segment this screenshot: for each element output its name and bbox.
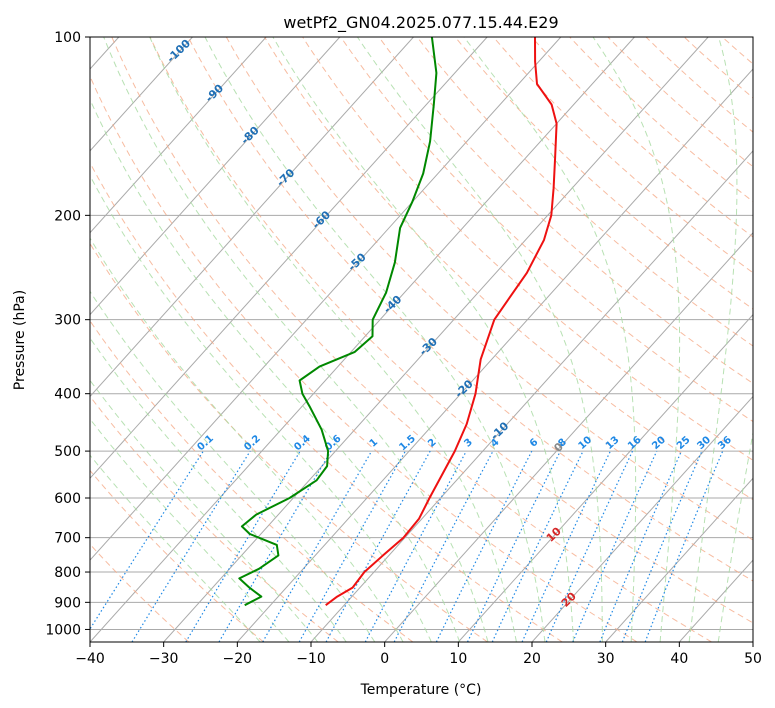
- x-tick-label: 10: [449, 651, 467, 667]
- y-tick-label: 500: [54, 444, 81, 460]
- dry-adiabat-line: [378, 37, 753, 384]
- moist-adiabat-line: [688, 37, 738, 642]
- mixing-ratio-line: [621, 450, 703, 642]
- chart-title: wetPf2_GN04.2025.077.15.44.E29: [283, 13, 558, 33]
- x-axis-label: Temperature (°C): [360, 682, 482, 698]
- moist-adiabat-line: [272, 37, 575, 642]
- y-axis-ticks: 1000 900 800 700 600 500 400 300 200 100: [45, 30, 90, 638]
- moist-adiabat-line: [90, 337, 347, 642]
- mixing-ratio-line: [435, 450, 533, 642]
- dry-adiabat-line: [90, 75, 638, 642]
- dry-adiabat-line: [225, 37, 753, 541]
- x-tick-label: 40: [670, 651, 688, 667]
- x-tick-label: −20: [223, 651, 253, 667]
- isotherm-line: [90, 37, 193, 152]
- background-lines: [90, 37, 753, 642]
- dry-adiabat-line: [607, 37, 753, 168]
- isotherm-line: [163, 37, 709, 642]
- y-tick-label: 100: [54, 30, 81, 46]
- y-tick-label: 300: [54, 313, 81, 329]
- x-tick-label: 20: [523, 651, 541, 667]
- isotherm-line: [605, 477, 753, 642]
- x-axis-ticks: −40 −30 −20 −10 0 10 20 30 40 50: [75, 642, 762, 667]
- y-tick-label: 700: [54, 531, 81, 547]
- moist-adiabat-line: [463, 37, 637, 642]
- moist-adiabat-line: [592, 37, 681, 642]
- isotherm-line: [90, 37, 488, 480]
- isotherm-line: [310, 150, 753, 642]
- y-axis-label: Pressure (hPa): [12, 290, 28, 390]
- dry-adiabat-line: [149, 37, 753, 624]
- moist-adiabat-line: [90, 98, 461, 642]
- y-tick-label: 400: [54, 387, 81, 403]
- x-tick-label: 30: [597, 651, 615, 667]
- mixing-ratio-line: [572, 450, 658, 642]
- isotherm-line: [90, 37, 267, 234]
- moist-adiabat-line: [103, 37, 489, 642]
- x-tick-label: 0: [380, 651, 389, 667]
- y-tick-label: 600: [54, 491, 81, 507]
- mixing-ratio-line: [298, 450, 406, 642]
- moist-adiabat-line: [717, 430, 753, 642]
- dry-adiabat-line: [264, 37, 753, 501]
- dry-adiabat-line: [454, 37, 753, 310]
- profile-lines: [238, 37, 558, 607]
- isotherm-line: [384, 231, 753, 642]
- isotherm-line: [236, 68, 753, 642]
- dry-adiabat-line: [90, 242, 488, 642]
- mixing-ratio-line: [90, 450, 204, 631]
- dry-adiabat-line: [90, 320, 414, 642]
- isotherm-line: [531, 395, 753, 642]
- mixing-ratio-line: [325, 450, 431, 642]
- plot-frame: [89, 36, 754, 643]
- y-tick-label: 900: [54, 595, 81, 611]
- dry-adiabat-line: [416, 37, 753, 347]
- x-tick-label: −30: [149, 651, 179, 667]
- dry-adiabat-line: [187, 37, 753, 582]
- isotherm-line: [457, 313, 753, 642]
- moist-adiabat-line: [90, 418, 290, 642]
- dry-adiabat-line: [340, 37, 753, 423]
- x-tick-label: 50: [744, 651, 762, 667]
- moist-adiabat-line: [90, 290, 376, 642]
- moist-adiabat-line: [149, 37, 517, 642]
- isotherm-line: [90, 37, 635, 642]
- y-tick-label: 1000: [45, 622, 81, 638]
- dry-adiabat-line: [90, 161, 563, 642]
- mixing-ratio-line: [131, 450, 251, 642]
- moist-adiabat-line: [204, 37, 546, 642]
- moist-adiabat-line: [356, 37, 603, 642]
- y-tick-label: 200: [54, 208, 81, 224]
- isotherm-line: [90, 37, 414, 398]
- dry-adiabat-line: [90, 395, 339, 642]
- mixing-ratio-line: [545, 450, 634, 642]
- mixing-ratio-line: [644, 450, 724, 642]
- mixing-ratio-line: [364, 450, 467, 642]
- temperature-profile: [325, 37, 558, 607]
- dry-adiabat-line: [493, 37, 753, 274]
- y-tick-label: 800: [54, 565, 81, 581]
- moist-adiabat-line: [90, 237, 404, 642]
- isotherm-line: [90, 37, 562, 561]
- moist-adiabat-line: [90, 454, 261, 642]
- moist-adiabat-line: [90, 379, 319, 642]
- dewpoint-profile: [238, 37, 438, 607]
- mixing-ratio-line: [599, 450, 682, 642]
- isotherm-line: [90, 37, 341, 316]
- x-tick-label: −40: [75, 651, 105, 667]
- x-tick-label: −10: [296, 651, 326, 667]
- dry-adiabat-line: [111, 37, 712, 642]
